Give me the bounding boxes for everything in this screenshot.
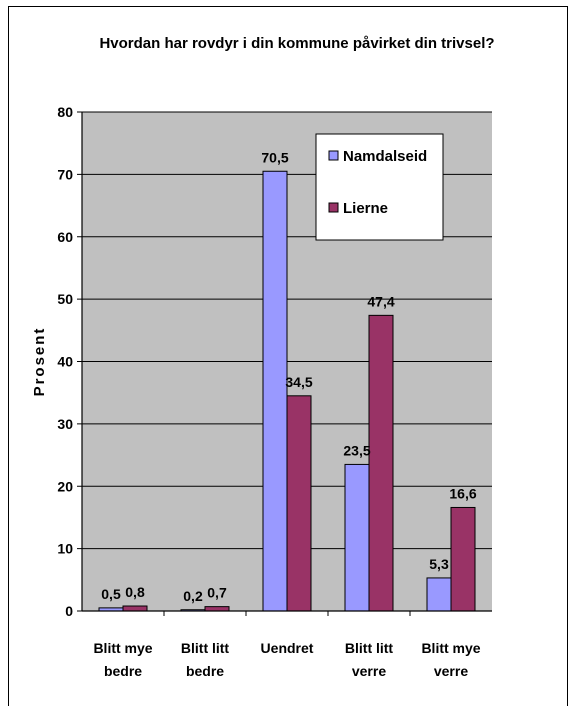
bar-lierne-0 xyxy=(122,605,148,612)
data-label: 0,2 xyxy=(183,588,203,604)
y-tick-label: 0 xyxy=(65,603,73,619)
chart-frame xyxy=(8,6,568,706)
data-label: 34,5 xyxy=(285,374,312,390)
x-category-label: Blitt litt xyxy=(345,640,394,656)
y-tick-label: 80 xyxy=(57,104,73,120)
x-category-label: Blitt mye xyxy=(93,640,152,656)
legend-label: Namdalseid xyxy=(343,148,427,165)
x-category-label: verre xyxy=(352,663,386,679)
y-tick-label: 10 xyxy=(57,541,73,557)
data-labels: 0,5 0,8 0,2 0,7 70,5 34,5 23,5 47,4 5,3 16,6 xyxy=(101,149,477,603)
data-label: 23,5 xyxy=(343,442,370,458)
x-category-label: Blitt mye xyxy=(421,640,480,656)
data-label: 0,5 xyxy=(101,586,121,602)
x-axis-categories: Blitt mye bedre Blitt litt bedre Uendret Blit… xyxy=(93,611,481,679)
data-label: 16,6 xyxy=(449,485,476,501)
x-category-label: Blitt litt xyxy=(181,640,230,656)
y-tick-label: 70 xyxy=(57,166,73,182)
bar-lierne-4 xyxy=(450,506,476,612)
legend-label: Lierne xyxy=(343,200,388,217)
data-label: 0,8 xyxy=(125,584,145,600)
y-tick-label: 20 xyxy=(57,478,73,494)
data-label: 0,7 xyxy=(207,585,227,601)
bar-lierne-3 xyxy=(368,314,394,612)
bar-lierne-2 xyxy=(286,395,312,612)
legend-swatch-namdalseid xyxy=(328,150,339,161)
y-tick-label: 60 xyxy=(57,229,73,245)
x-category-label: Uendret xyxy=(261,640,314,656)
x-category-label: verre xyxy=(434,663,468,679)
chart-title: Hvordan har rovdyr i din kommune påvirke… xyxy=(99,35,494,52)
y-tick-label: 40 xyxy=(57,354,73,370)
data-label: 47,4 xyxy=(367,293,394,309)
bars xyxy=(98,170,476,612)
x-category-label: bedre xyxy=(104,663,142,679)
y-tick-label: 30 xyxy=(57,416,73,432)
legend: Namdalseid Lierne xyxy=(315,133,444,241)
bar-namdalseid-3 xyxy=(344,463,370,612)
y-axis-label: Prosent xyxy=(31,327,48,397)
data-label: 5,3 xyxy=(429,556,449,572)
bar-namdalseid-4 xyxy=(426,577,452,612)
data-label: 70,5 xyxy=(261,149,288,165)
bar-lierne-1 xyxy=(204,606,230,612)
legend-swatch-lierne xyxy=(328,202,339,213)
y-axis-ticks: 0 10 20 30 40 50 60 70 80 xyxy=(57,104,82,619)
y-tick-label: 50 xyxy=(57,291,73,307)
x-category-label: bedre xyxy=(186,663,224,679)
bar-namdalseid-2 xyxy=(262,170,288,612)
